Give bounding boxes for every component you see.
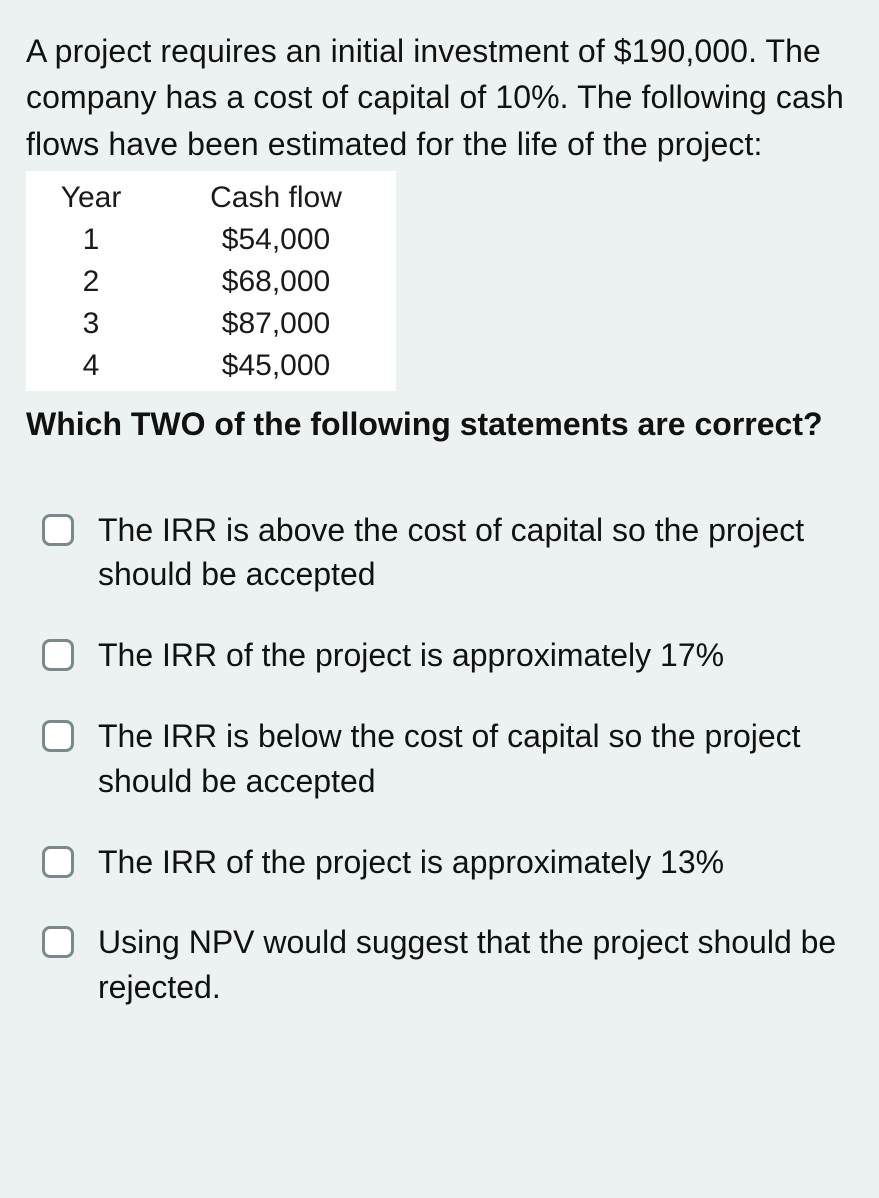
cell-year: 3 — [26, 303, 156, 345]
option-row[interactable]: The IRR of the project is approximately … — [26, 633, 853, 678]
col-header-cashflow: Cash flow — [156, 177, 396, 219]
option-label: The IRR is above the cost of capital so … — [98, 508, 853, 598]
option-row[interactable]: The IRR is above the cost of capital so … — [26, 508, 853, 598]
cell-year: 1 — [26, 219, 156, 261]
checkbox-icon[interactable] — [42, 639, 74, 671]
checkbox-icon[interactable] — [42, 846, 74, 878]
checkbox-icon[interactable] — [42, 514, 74, 546]
option-row[interactable]: Using NPV would suggest that the project… — [26, 920, 853, 1010]
question-stem: A project requires an initial investment… — [26, 28, 853, 167]
options-group: The IRR is above the cost of capital so … — [26, 508, 853, 1010]
cashflow-table: Year Cash flow 1 $54,000 2 $68,000 3 $87… — [26, 171, 396, 391]
cell-year: 2 — [26, 261, 156, 303]
checkbox-icon[interactable] — [42, 720, 74, 752]
table-row: 3 $87,000 — [26, 303, 396, 345]
cell-year: 4 — [26, 345, 156, 387]
col-header-year: Year — [26, 177, 156, 219]
option-label: Using NPV would suggest that the project… — [98, 920, 853, 1010]
table-row: 2 $68,000 — [26, 261, 396, 303]
option-row[interactable]: The IRR is below the cost of capital so … — [26, 714, 853, 804]
cell-cashflow: $87,000 — [156, 303, 396, 345]
cell-cashflow: $54,000 — [156, 219, 396, 261]
option-label: The IRR is below the cost of capital so … — [98, 714, 853, 804]
option-label: The IRR of the project is approximately … — [98, 633, 853, 678]
table-header-row: Year Cash flow — [26, 177, 396, 219]
checkbox-icon[interactable] — [42, 926, 74, 958]
option-row[interactable]: The IRR of the project is approximately … — [26, 840, 853, 885]
cell-cashflow: $68,000 — [156, 261, 396, 303]
option-label: The IRR of the project is approximately … — [98, 840, 853, 885]
table-row: 4 $45,000 — [26, 345, 396, 387]
question-prompt: Which TWO of the following statements ar… — [26, 401, 853, 447]
cell-cashflow: $45,000 — [156, 345, 396, 387]
table-row: 1 $54,000 — [26, 219, 396, 261]
